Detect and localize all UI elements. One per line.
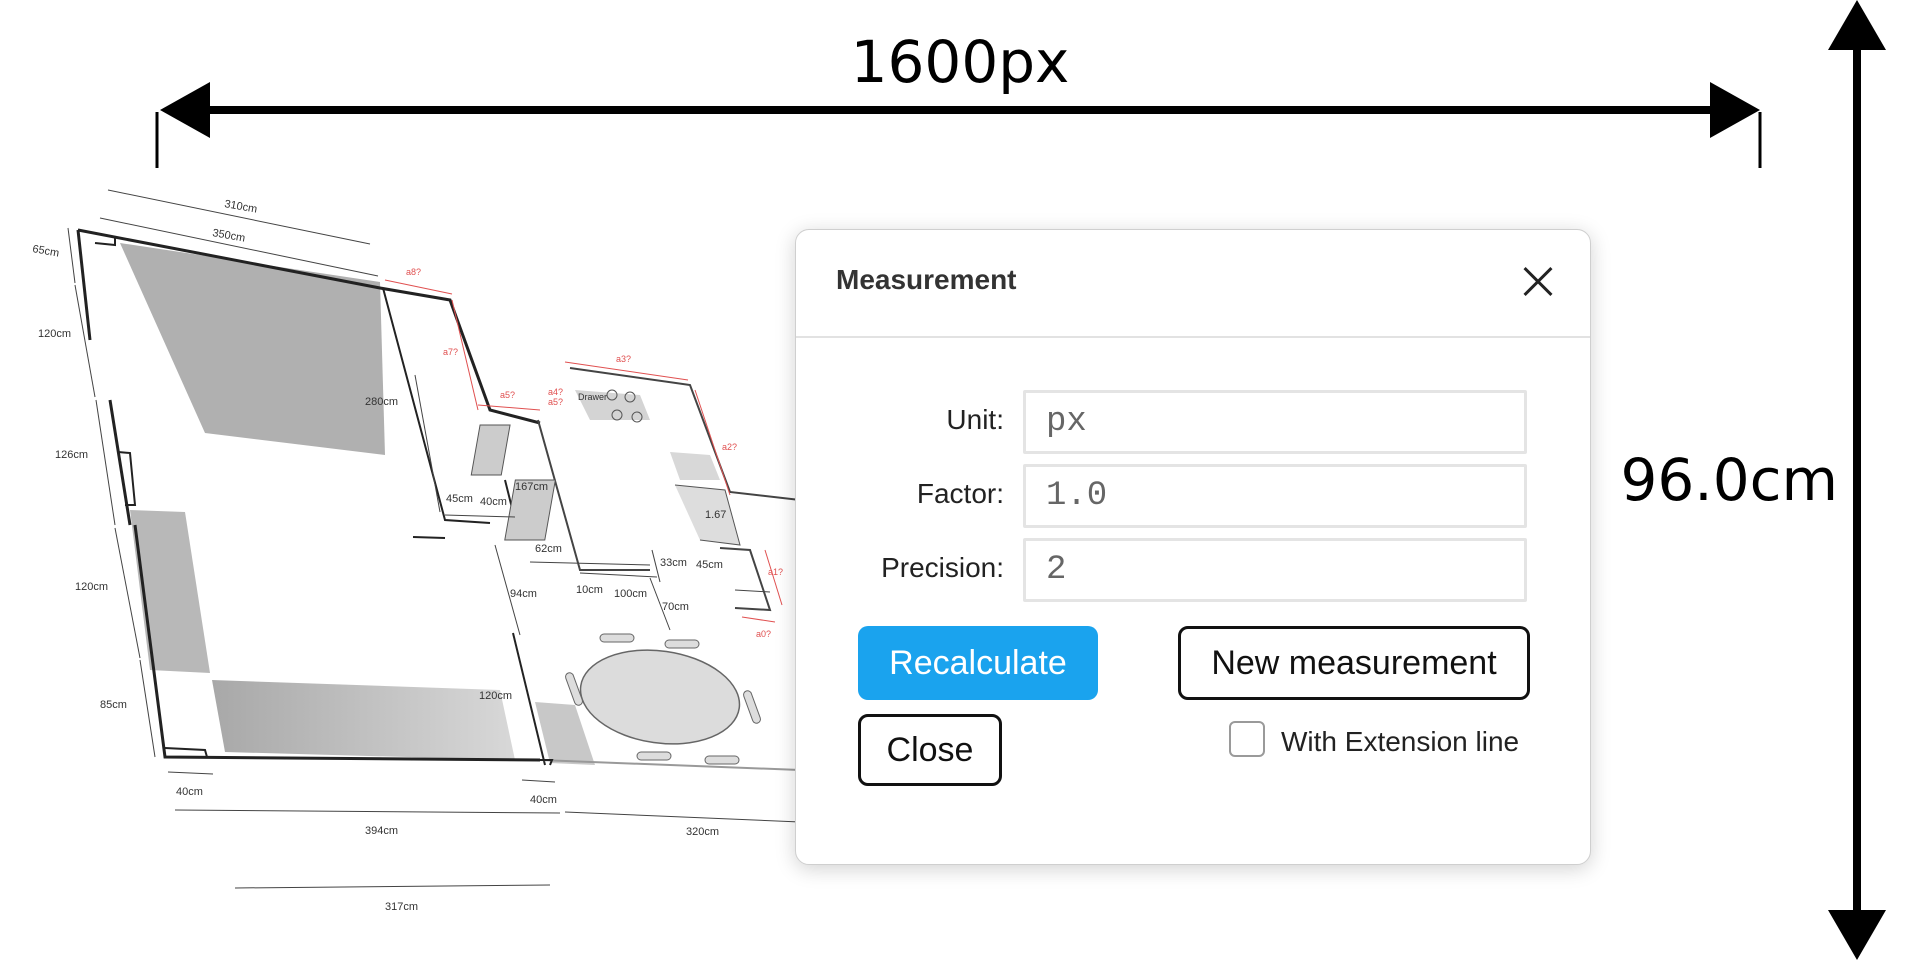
- svg-text:10cm: 10cm: [576, 584, 603, 596]
- svg-text:a5?: a5?: [548, 397, 563, 407]
- svg-text:394cm: 394cm: [365, 825, 398, 837]
- new-measurement-button[interactable]: New measurement: [1178, 626, 1530, 700]
- svg-text:a4?: a4?: [548, 387, 563, 397]
- width-measurement-label: 1600px: [851, 28, 1070, 96]
- svg-text:350cm: 350cm: [211, 227, 246, 245]
- svg-text:94cm: 94cm: [510, 588, 537, 600]
- dialog-title: Measurement: [836, 264, 1017, 295]
- floorplan-drawing: 310cm 350cm 65cm 120cm 126cm 120cm 85cm …: [31, 189, 801, 913]
- svg-text:a8?: a8?: [406, 267, 421, 277]
- svg-text:45cm: 45cm: [446, 493, 473, 505]
- svg-text:a5?: a5?: [500, 390, 515, 400]
- svg-text:a1?: a1?: [768, 567, 783, 577]
- precision-row: Precision:: [796, 538, 1592, 602]
- svg-text:45cm: 45cm: [696, 559, 723, 571]
- height-measurement-line[interactable]: [1828, 0, 1886, 960]
- unit-input[interactable]: [1023, 390, 1527, 454]
- factor-label: Factor:: [916, 478, 1004, 509]
- svg-text:1.67: 1.67: [705, 509, 726, 521]
- svg-text:Drawer: Drawer: [578, 392, 607, 402]
- factor-input[interactable]: [1023, 464, 1527, 528]
- svg-text:a2?: a2?: [722, 442, 737, 452]
- svg-text:120cm: 120cm: [38, 328, 71, 340]
- svg-text:317cm: 317cm: [385, 901, 418, 913]
- height-measurement-label: 96.0cm: [1620, 446, 1838, 514]
- svg-text:33cm: 33cm: [660, 557, 687, 569]
- recalculate-button[interactable]: Recalculate: [858, 626, 1098, 700]
- svg-text:62cm: 62cm: [535, 543, 562, 555]
- unit-label: Unit:: [946, 404, 1004, 435]
- precision-label: Precision:: [881, 552, 1004, 583]
- svg-text:167cm: 167cm: [515, 481, 548, 493]
- svg-text:120cm: 120cm: [479, 690, 512, 702]
- svg-text:310cm: 310cm: [223, 198, 258, 216]
- factor-row: Factor:: [796, 464, 1592, 528]
- close-button[interactable]: Close: [858, 714, 1002, 786]
- svg-text:a7?: a7?: [443, 347, 458, 357]
- svg-text:85cm: 85cm: [100, 699, 127, 711]
- svg-text:a0?: a0?: [756, 629, 771, 639]
- svg-text:40cm: 40cm: [530, 794, 557, 806]
- svg-text:100cm: 100cm: [614, 588, 647, 600]
- svg-text:320cm: 320cm: [686, 826, 719, 838]
- svg-text:a3?: a3?: [616, 354, 631, 364]
- svg-text:126cm: 126cm: [55, 449, 88, 461]
- close-icon[interactable]: [1516, 260, 1560, 304]
- dialog-header: Measurement: [796, 230, 1590, 338]
- svg-text:40cm: 40cm: [176, 786, 203, 798]
- svg-text:70cm: 70cm: [662, 601, 689, 613]
- svg-text:120cm: 120cm: [75, 581, 108, 593]
- svg-text:280cm: 280cm: [365, 396, 398, 408]
- precision-input[interactable]: [1023, 538, 1527, 602]
- width-measurement-line[interactable]: [155, 82, 1762, 168]
- svg-text:65cm: 65cm: [31, 243, 60, 259]
- extension-line-checkbox[interactable]: [1229, 721, 1265, 757]
- unit-row: Unit:: [796, 390, 1592, 454]
- extension-line-label[interactable]: With Extension line: [1281, 726, 1520, 757]
- measurement-dialog: Measurement Unit: Factor: Precision: Rec…: [795, 229, 1591, 865]
- svg-text:40cm: 40cm: [480, 496, 507, 508]
